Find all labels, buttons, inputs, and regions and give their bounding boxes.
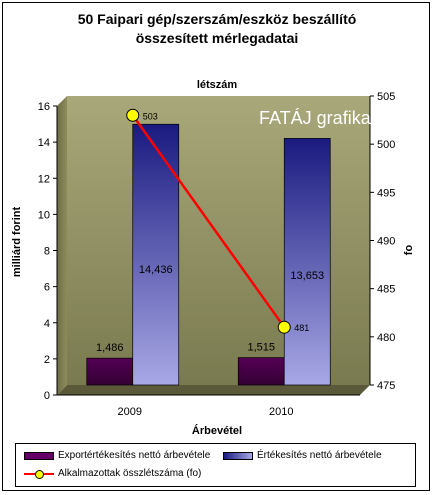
legend-swatch-export (24, 451, 54, 460)
bar-sales (132, 123, 180, 386)
watermark-text: FATÁJ grafika (259, 108, 372, 128)
y-axis-right-tick-label: 480 (377, 332, 395, 344)
bar-sales-label: 13,653 (290, 270, 324, 282)
legend-swatch-sales (223, 451, 253, 460)
y-axis-left-tick-label: 16 (38, 101, 50, 113)
y-axis-right-tick-label: 485 (377, 284, 395, 296)
y-axis-right-tick-label: 495 (377, 187, 395, 199)
legend-label-employees: Alkalmazottak összlétszáma (fo) (58, 468, 202, 479)
y-axis-left-tick-label: 6 (44, 282, 50, 294)
legend-item-employees: Alkalmazottak összlétszáma (fo) (24, 468, 201, 479)
y-axis-right-tick-label: 500 (377, 139, 395, 151)
x-axis-label: Árbevétel (191, 425, 243, 437)
plot-side-wall (57, 96, 67, 395)
bar-sales-label: 14,436 (139, 264, 173, 276)
legend-label-export: Exportértékesítés nettó árbevétele (58, 450, 211, 461)
legend-label-sales: Értékesítés nettó árbevétele (257, 450, 382, 461)
plot-floor (57, 385, 370, 395)
legend: Exportértékesítés nettó árbevétele Érték… (15, 443, 416, 487)
legend-swatch-employees (24, 469, 54, 479)
chart-svg: 0 2 4 6 8 10 12 14 16 475 480 485 490 495 500 505 FATÁJ … (38, 91, 396, 418)
bar-export-label: 1,515 (247, 342, 275, 354)
line-employees (131, 114, 286, 328)
bar-export (86, 357, 134, 386)
bar-export (237, 357, 285, 386)
chart-subtitle: létszám (196, 79, 238, 91)
chart-title: 50 Faipari gép/szerszám/eszköz beszállít… (0, 10, 434, 48)
line-employees-point (277, 320, 291, 334)
bar-export-label: 1,486 (96, 342, 124, 354)
y-axis-left-tick-label: 0 (44, 390, 50, 402)
bar-sales (283, 138, 331, 386)
y-axis-left-tick-label: 4 (44, 318, 50, 330)
x-axis-tick-label: 2010 (269, 406, 293, 418)
y-axis-right-tick-label: 505 (377, 91, 395, 103)
line-employees-label: 481 (294, 323, 309, 333)
legend-item-sales: Értékesítés nettó árbevétele (223, 450, 382, 461)
legend-item-export: Exportértékesítés nettó árbevétele (24, 450, 210, 461)
y-axis-right-tick-label: 475 (377, 380, 395, 392)
line-employees-point (126, 108, 140, 122)
y-axis-left-tick-label: 14 (38, 137, 50, 149)
y-axis-left-tick-label: 12 (38, 173, 50, 185)
y-axis-left-tick-label: 2 (44, 354, 50, 366)
chart-title-line1: 50 Faipari gép/szerszám/eszköz beszállít… (77, 11, 357, 27)
chart-title-line2: összesített mérlegadatai (135, 30, 299, 46)
y-axis-left-tick-label: 10 (38, 209, 50, 221)
line-employees-label: 503 (143, 111, 158, 121)
y-axis-left-tick-label: 8 (44, 246, 50, 258)
x-axis-tick-label: 2009 (118, 406, 142, 418)
y-axis-right-tick-label: 490 (377, 236, 395, 248)
